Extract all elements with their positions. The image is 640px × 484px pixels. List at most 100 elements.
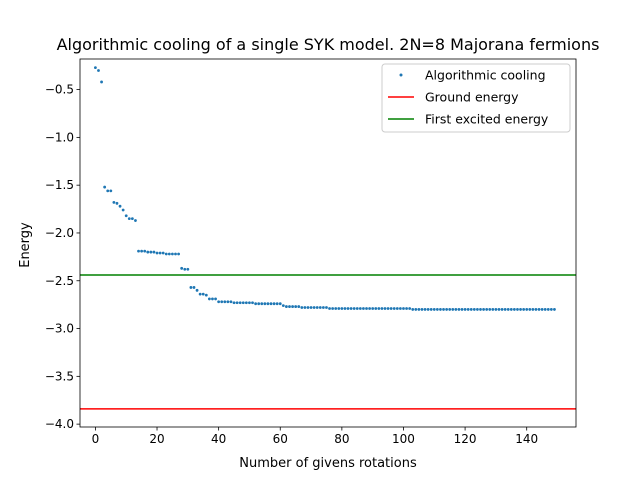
axes-frame: [79, 58, 577, 428]
data-point: [374, 307, 378, 310]
x-tick-label: 20: [149, 432, 164, 446]
data-point: [466, 308, 470, 311]
y-tick-label: −4.0: [45, 417, 74, 431]
data-point: [244, 301, 248, 305]
data-point: [118, 204, 122, 208]
data-point: [528, 308, 532, 311]
data-point: [414, 308, 418, 311]
data-point: [331, 307, 335, 310]
data-point: [334, 307, 338, 310]
data-point: [318, 306, 322, 309]
data-point: [442, 308, 445, 311]
data-point: [260, 302, 264, 306]
data-point: [164, 252, 168, 256]
data-point: [352, 307, 356, 310]
data-point: [269, 302, 273, 306]
data-point: [291, 305, 294, 308]
data-point: [130, 217, 134, 221]
data-point: [328, 307, 331, 310]
data-point: [229, 300, 233, 304]
data-point: [454, 308, 458, 311]
data-point: [134, 219, 137, 222]
data-point: [371, 307, 375, 310]
data-point: [509, 308, 513, 311]
data-point: [149, 250, 153, 254]
x-tick-label: 60: [273, 432, 288, 446]
data-point: [482, 308, 485, 311]
data-point: [546, 308, 550, 311]
data-point: [537, 308, 541, 311]
data-point: [146, 250, 150, 254]
data-point: [337, 307, 341, 310]
data-point: [512, 308, 516, 311]
data-point: [377, 307, 381, 310]
data-point: [417, 308, 421, 311]
data-point: [263, 302, 267, 306]
data-point: [238, 301, 242, 305]
data-point: [281, 304, 285, 308]
data-point: [420, 308, 424, 311]
data-point: [100, 80, 103, 84]
data-point: [266, 302, 270, 306]
data-point: [325, 306, 328, 309]
data-point: [362, 307, 365, 310]
data-point: [525, 308, 529, 311]
data-point: [368, 307, 371, 310]
data-point: [553, 308, 556, 311]
data-point: [423, 308, 427, 311]
data-point: [285, 305, 288, 308]
data-point: [340, 307, 344, 310]
x-tick-label: 140: [515, 432, 538, 446]
data-point: [201, 292, 205, 296]
data-point: [241, 301, 245, 305]
data-point: [497, 308, 501, 311]
data-point: [112, 200, 116, 204]
data-point: [97, 69, 100, 72]
data-point: [180, 266, 184, 270]
data-point: [303, 306, 307, 309]
data-point: [531, 308, 535, 311]
data-point: [392, 307, 396, 310]
data-point: [435, 308, 439, 311]
data-point: [183, 267, 187, 271]
data-point: [451, 308, 455, 311]
data-point: [411, 308, 415, 311]
data-point: [349, 307, 353, 310]
legend-box: [381, 63, 571, 133]
data-point: [309, 306, 313, 309]
data-point: [235, 301, 239, 305]
data-point: [186, 267, 190, 271]
data-point: [127, 217, 131, 221]
data-point: [140, 249, 144, 253]
data-point: [217, 300, 221, 304]
y-tick-label: −2.5: [45, 274, 74, 288]
data-point: [503, 308, 507, 311]
data-point: [297, 305, 301, 308]
data-point: [485, 308, 489, 311]
data-point: [439, 308, 442, 311]
data-point: [174, 252, 177, 256]
data-point: [109, 189, 113, 193]
data-point: [94, 66, 97, 70]
data-point: [343, 307, 347, 310]
data-point: [358, 307, 362, 310]
data-point: [516, 308, 519, 311]
data-point: [494, 308, 498, 311]
data-point: [386, 307, 390, 310]
data-point: [346, 307, 350, 310]
data-point: [121, 208, 125, 212]
data-point: [405, 307, 408, 310]
plot-area: [80, 66, 576, 410]
data-point: [204, 293, 208, 297]
data-point: [491, 308, 495, 311]
data-point: [275, 302, 279, 306]
data-point: [103, 185, 107, 189]
x-tick-label: 100: [392, 432, 415, 446]
data-point: [177, 252, 180, 256]
y-tick-label: −3.0: [45, 322, 74, 336]
data-point: [395, 307, 399, 310]
data-point: [226, 300, 230, 304]
data-point: [155, 251, 159, 255]
data-point: [506, 308, 510, 311]
